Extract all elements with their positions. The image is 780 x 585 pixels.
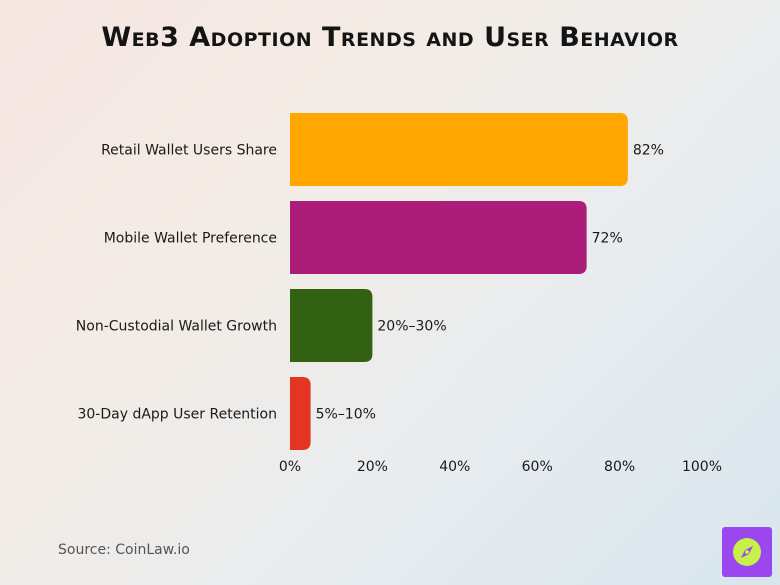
x-tick-label: 40% [439, 459, 470, 475]
category-label: Non-Custodial Wallet Growth [76, 319, 277, 335]
category-labels-group: Retail Wallet Users Share Mobile Wallet P… [76, 143, 277, 423]
bar-3 [290, 289, 373, 362]
bar-4 [290, 377, 311, 450]
category-label: Retail Wallet Users Share [101, 143, 277, 159]
bars-group [290, 113, 628, 450]
value-label: 5%–10% [316, 407, 376, 423]
compass-icon [733, 538, 761, 566]
x-tick-labels-group: 0% 20% 40% 60% 80% 100% [279, 459, 722, 475]
brand-logo[interactable] [722, 527, 772, 577]
category-label: Mobile Wallet Preference [104, 231, 277, 247]
bar-2 [290, 201, 587, 274]
x-tick-label: 20% [357, 459, 388, 475]
value-label: 20%–30% [377, 319, 446, 335]
x-tick-label: 60% [522, 459, 553, 475]
x-tick-label: 0% [279, 459, 301, 475]
value-labels-group: 82% 72% 20%–30% 5%–10% [316, 143, 664, 423]
bar-1 [290, 113, 628, 186]
x-tick-label: 80% [604, 459, 635, 475]
bar-chart: Retail Wallet Users Share Mobile Wallet P… [76, 113, 722, 475]
chart-title: Web3 Adoption Trends and User Behavior [101, 22, 679, 53]
value-label: 72% [592, 231, 623, 247]
category-label: 30-Day dApp User Retention [77, 407, 277, 423]
x-tick-label: 100% [682, 459, 722, 475]
value-label: 82% [633, 143, 664, 159]
source-note: Source: CoinLaw.io [58, 542, 190, 558]
